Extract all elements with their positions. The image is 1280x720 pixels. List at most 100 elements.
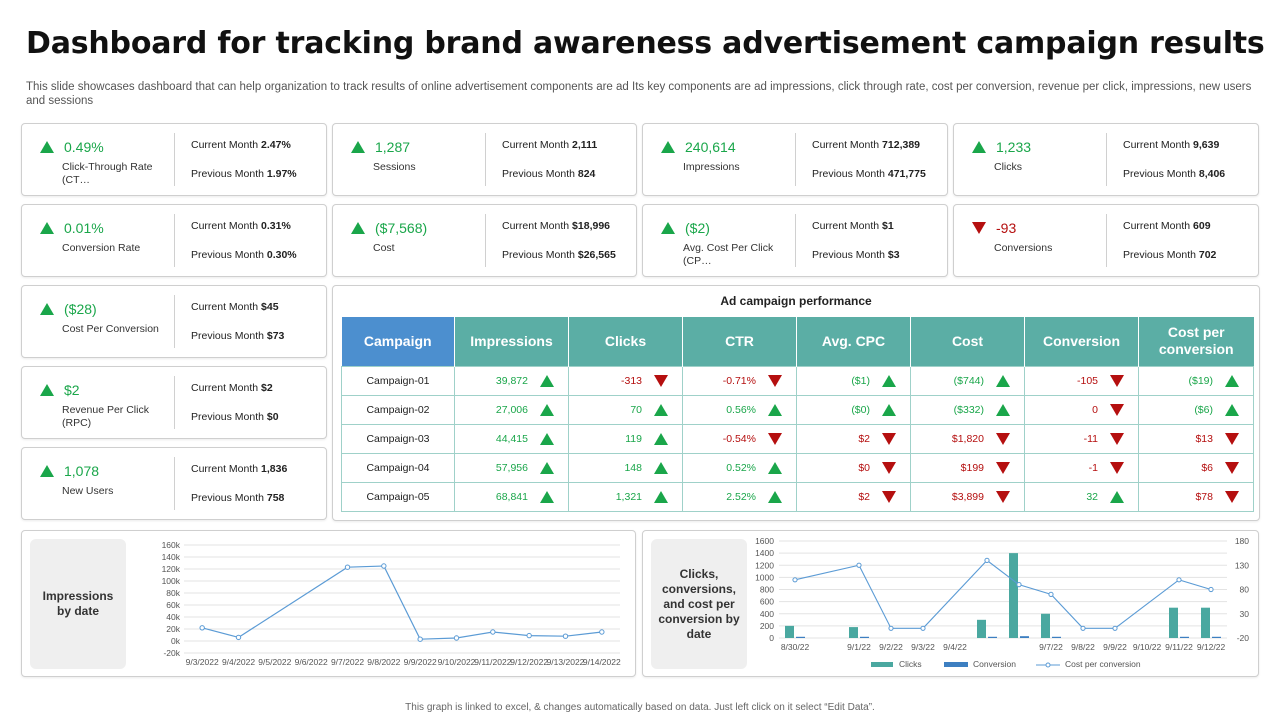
previous-label: Previous Month (191, 249, 264, 261)
data-point (199, 625, 205, 631)
previous-value: 702 (1198, 249, 1217, 261)
y-tick-label: -20k (163, 648, 180, 658)
kpi-current: Current Month $2 (191, 382, 273, 394)
column-header[interactable]: CTR (682, 317, 797, 366)
cell-value: 44,415 (495, 432, 528, 445)
column-header[interactable]: Impressions (454, 317, 569, 366)
previous-value: 1.97% (266, 168, 297, 180)
conversion-bar (796, 636, 805, 638)
column-header[interactable]: Cost (910, 317, 1025, 366)
kpi-label: Conversions (994, 242, 1053, 254)
x-tick-label: 9/12/2022 (510, 657, 548, 667)
down-arrow-icon (768, 432, 782, 445)
x-tick-label: 9/13/2022 (547, 657, 585, 667)
x-tick-label: 9/7/22 (1039, 642, 1063, 652)
y-tick-label: 0k (171, 636, 181, 646)
column-header[interactable]: Campaign (341, 317, 455, 366)
current-value: $1 (882, 220, 894, 232)
y-left-tick-label: 1000 (755, 572, 774, 582)
table-cell: $2 (796, 481, 911, 512)
cell-value: ($1) (851, 374, 870, 387)
kpi-label: Cost (373, 242, 395, 254)
kpi-card: 0.49% Click-Through Rate (CT… Current Mont… (21, 123, 327, 196)
kpi-divider (174, 214, 175, 267)
x-tick-label: 9/2/22 (879, 642, 903, 652)
x-tick-label: 9/3/22 (911, 642, 935, 652)
table-cell: ($332) (910, 394, 1025, 425)
down-arrow-icon (1110, 461, 1124, 474)
kpi-label: Impressions (683, 161, 740, 173)
y-left-tick-label: 1200 (755, 560, 774, 570)
column-header[interactable]: Cost per conversion (1138, 317, 1254, 366)
x-tick-label: 9/9/2022 (404, 657, 437, 667)
kpi-current: Current Month 609 (1123, 220, 1211, 232)
kpi-value: 240,614 (685, 139, 736, 155)
y-right-tick-label: 30 (1240, 609, 1250, 619)
y-tick-label: 60k (166, 600, 180, 610)
kpi-current: Current Month 1,836 (191, 463, 287, 475)
down-arrow-icon (996, 432, 1010, 445)
kpi-label: Click-Through Rate (CT… (62, 161, 153, 186)
campaign-name: Campaign-04 (341, 452, 455, 483)
clicks-chart-title: Clicks, conversions, and cost per conver… (651, 539, 747, 669)
table-cell: $1,820 (910, 423, 1025, 454)
cell-value: 0.56% (726, 403, 756, 416)
cell-value: 27,006 (495, 403, 528, 416)
y-right-tick-label: 80 (1240, 585, 1250, 595)
data-point (856, 562, 862, 568)
previous-label: Previous Month (502, 249, 575, 261)
conversion-bar (988, 636, 997, 638)
x-tick-label: 9/10/2022 (438, 657, 476, 667)
kpi-previous: Previous Month 471,775 (812, 168, 926, 180)
up-arrow-icon (1225, 374, 1239, 387)
kpi-previous: Previous Month $26,565 (502, 249, 616, 261)
x-tick-label: 9/3/2022 (186, 657, 219, 667)
kpi-previous: Previous Month $0 (191, 411, 279, 423)
down-arrow-icon (882, 490, 896, 503)
kpi-divider (174, 376, 175, 429)
x-tick-label: 9/9/22 (1103, 642, 1127, 652)
trend-arrow-icon (351, 141, 365, 153)
previous-label: Previous Month (502, 168, 575, 180)
legend-cpc-marker (1045, 662, 1051, 668)
x-tick-label: 8/30/22 (781, 642, 810, 652)
kpi-current: Current Month 712,389 (812, 139, 920, 151)
kpi-previous: Previous Month 1.97% (191, 168, 297, 180)
cell-value: -0.71% (722, 374, 756, 387)
page-title: Dashboard for tracking brand awareness a… (26, 26, 1265, 61)
campaign-name: Campaign-01 (341, 365, 455, 396)
cell-value: -11 (1083, 432, 1098, 445)
y-right-tick-label: 180 (1235, 536, 1249, 546)
previous-value: $3 (887, 249, 900, 261)
down-arrow-icon (1225, 432, 1239, 445)
previous-value: 471,775 (887, 168, 926, 180)
cell-value: ($6) (1194, 403, 1213, 416)
current-value: $45 (261, 301, 279, 313)
table-row: Campaign-02 27,006 70 0.56% ($0) ($332) 0 ($6) (341, 394, 1254, 425)
legend-cpc-label: Cost per conversion (1065, 659, 1141, 669)
cell-value: 148 (624, 461, 642, 474)
table-cell: -11 (1024, 423, 1139, 454)
data-point (1080, 625, 1086, 631)
table-cell: 44,415 (454, 423, 569, 454)
up-arrow-icon (654, 461, 668, 474)
kpi-current: Current Month $45 (191, 301, 279, 313)
table-cell: -0.71% (682, 365, 797, 396)
legend-clicks-swatch (871, 662, 893, 667)
column-header[interactable]: Conversion (1024, 317, 1139, 366)
column-header[interactable]: Avg. CPC (796, 317, 911, 366)
column-header[interactable]: Clicks (568, 317, 683, 366)
kpi-current: Current Month 2,111 (502, 139, 597, 151)
trend-arrow-icon (40, 222, 54, 234)
data-point (1176, 577, 1182, 583)
current-value: 712,389 (882, 139, 921, 151)
up-arrow-icon (768, 461, 782, 474)
kpi-card: 1,287 Sessions Current Month 2,111 Previous… (332, 123, 637, 196)
x-tick-label: 9/5/2022 (258, 657, 291, 667)
kpi-previous: Previous Month 8,406 (1123, 168, 1225, 180)
trend-arrow-icon (661, 222, 675, 234)
up-arrow-icon (654, 432, 668, 445)
table-cell: ($0) (796, 394, 911, 425)
cell-value: ($19) (1188, 374, 1213, 387)
kpi-previous: Previous Month 0.30% (191, 249, 297, 261)
